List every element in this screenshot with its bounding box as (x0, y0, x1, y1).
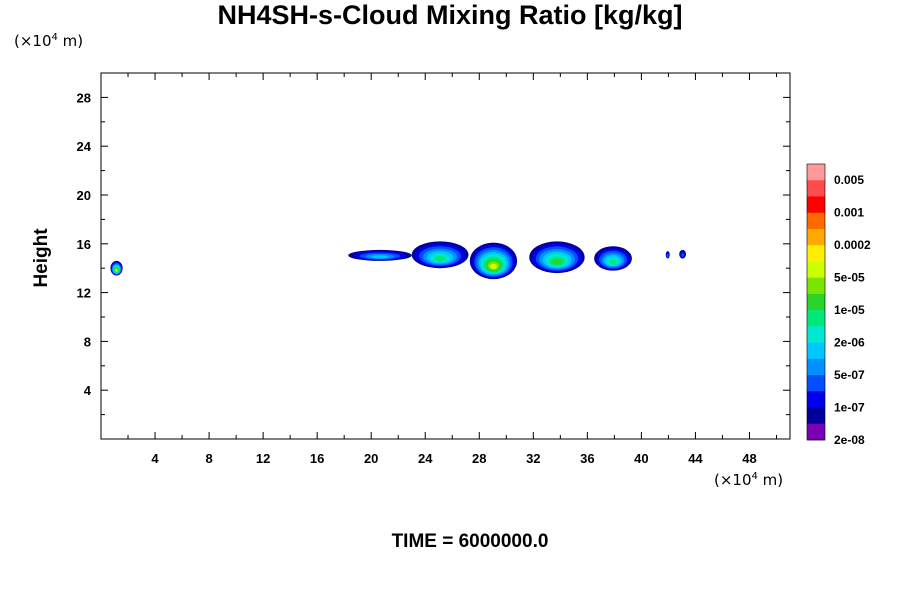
x-unit-prefix: (×10 (714, 471, 752, 489)
cloud-field (110, 241, 686, 280)
x-tick-label: 20 (364, 451, 378, 466)
chart-title: NH4SH-s-Cloud Mixing Ratio [kg/kg] (217, 0, 683, 30)
x-tick-label: 28 (472, 451, 486, 466)
y-tick-label: 16 (77, 237, 91, 252)
y-tick-label: 24 (77, 139, 92, 154)
y-tick-label: 20 (77, 188, 91, 203)
colorbar-swatch (807, 407, 825, 425)
plot-frame (100, 72, 791, 440)
colorbar-label: 0.001 (834, 206, 864, 220)
cloud-contour (666, 253, 669, 258)
x-tick-label: 48 (742, 451, 756, 466)
colorbar-swatch (807, 358, 825, 376)
y-unit-prefix: (×10 (14, 32, 52, 50)
colorbar-label: 2e-08 (834, 433, 865, 447)
colorbar-swatch (807, 180, 825, 197)
x-tick-label: 12 (256, 451, 270, 466)
x-unit-exponent: 4 (751, 471, 758, 482)
y-tick-label: 28 (77, 90, 91, 105)
colorbar-swatch (807, 261, 825, 278)
cloud-contour (609, 259, 617, 265)
colorbar-swatch (807, 342, 825, 360)
colorbar-swatch (807, 326, 825, 343)
x-tick-label: 16 (310, 451, 324, 466)
colorbar-swatch (807, 391, 825, 408)
x-axis-unit: (×104 m) (714, 471, 783, 489)
cloud-contour (490, 263, 497, 269)
colorbar-frame (806, 163, 826, 441)
colorbar-label: 1e-05 (834, 303, 865, 317)
x-tick-label: 24 (418, 451, 433, 466)
cloud-contour (681, 253, 685, 257)
time-stamp: TIME = 6000000.0 (391, 531, 549, 552)
colorbar-swatch (807, 310, 825, 327)
colorbar-swatch (807, 212, 825, 230)
colorbar-swatch (807, 277, 825, 295)
cloud-contour (552, 258, 562, 265)
colorbar-label: 5e-07 (834, 368, 865, 382)
colorbar-swatch (807, 375, 825, 392)
colorbar-swatch (807, 164, 825, 181)
x-tick-label: 36 (580, 451, 594, 466)
cloud-contour (115, 269, 118, 272)
x-unit-suffix: m) (757, 471, 784, 489)
x-tick-label: 40 (634, 451, 648, 466)
y-tick-label: 12 (77, 286, 91, 301)
colorbar-label: 0.0002 (834, 238, 871, 252)
colorbar-label: 5e-05 (834, 271, 865, 285)
colorbar-swatch (807, 245, 825, 262)
colorbar: 0.005 0.001 0.0002 5e-05 1e-05 2e-06 5e-07 1e-0… (806, 163, 871, 447)
y-unit-suffix: m) (57, 32, 84, 50)
y-axis-unit: (×104 m) (14, 32, 83, 50)
colorbar-swatch (807, 423, 825, 441)
colorbar-label: 1e-07 (834, 401, 865, 415)
x-tick-label: 44 (688, 451, 703, 466)
colorbar-swatch (807, 196, 825, 214)
colorbar-swatch (807, 293, 825, 311)
y-tick-label: 8 (84, 334, 91, 349)
cloud-contour (371, 255, 389, 259)
colorbar-label: 0.005 (834, 173, 864, 187)
colorbar-swatch (807, 228, 825, 246)
y-tick-label: 4 (84, 383, 92, 398)
x-tick-label: 4 (151, 451, 159, 466)
y-unit-exponent: 4 (51, 32, 58, 43)
x-tick-label: 8 (205, 451, 212, 466)
cloud-contour (434, 255, 446, 262)
colorbar-label: 2e-06 (834, 336, 865, 350)
x-tick-label: 32 (526, 451, 540, 466)
